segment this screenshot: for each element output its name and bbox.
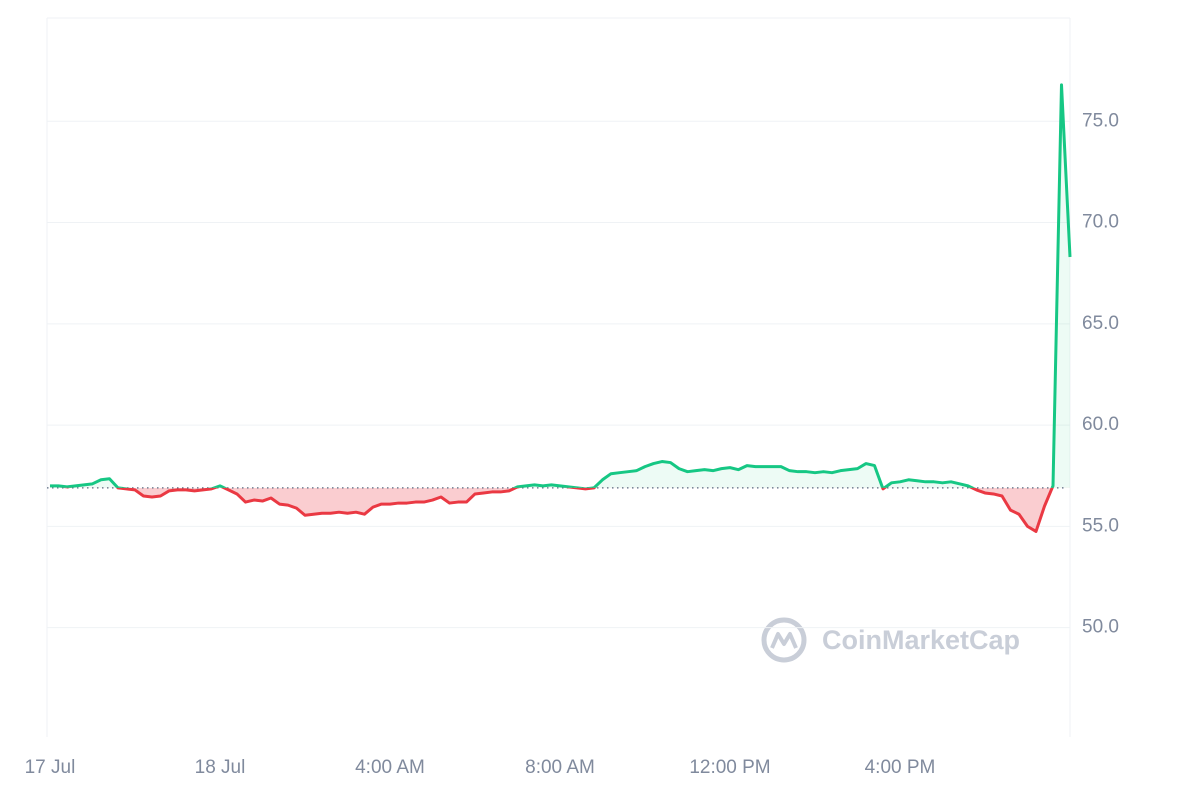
watermark-text: CoinMarketCap xyxy=(822,625,1020,655)
x-tick-label: 18 Jul xyxy=(195,757,246,778)
y-tick-label: 55.0 xyxy=(1082,515,1119,536)
x-tick-label: 4:00 PM xyxy=(865,757,936,778)
x-tick-label: 8:00 AM xyxy=(525,757,595,778)
x-tick-label: 4:00 AM xyxy=(355,757,425,778)
area-up xyxy=(49,84,1070,488)
y-tick-label: 60.0 xyxy=(1082,414,1119,435)
y-tick-label: 70.0 xyxy=(1082,212,1119,233)
y-tick-label: 50.0 xyxy=(1082,617,1119,638)
y-tick-label: 75.0 xyxy=(1082,110,1119,131)
price-line-down xyxy=(62,487,1054,533)
area-down xyxy=(49,487,1070,532)
watermark-logo-m xyxy=(770,632,798,649)
price-line-up xyxy=(49,83,1072,488)
watermark-logo xyxy=(761,617,807,663)
watermark: CoinMarketCap xyxy=(761,617,1020,663)
y-tick-label: 65.0 xyxy=(1082,313,1119,334)
x-tick-label: 12:00 PM xyxy=(689,757,770,778)
x-tick-label: 17 Jul xyxy=(25,757,76,778)
